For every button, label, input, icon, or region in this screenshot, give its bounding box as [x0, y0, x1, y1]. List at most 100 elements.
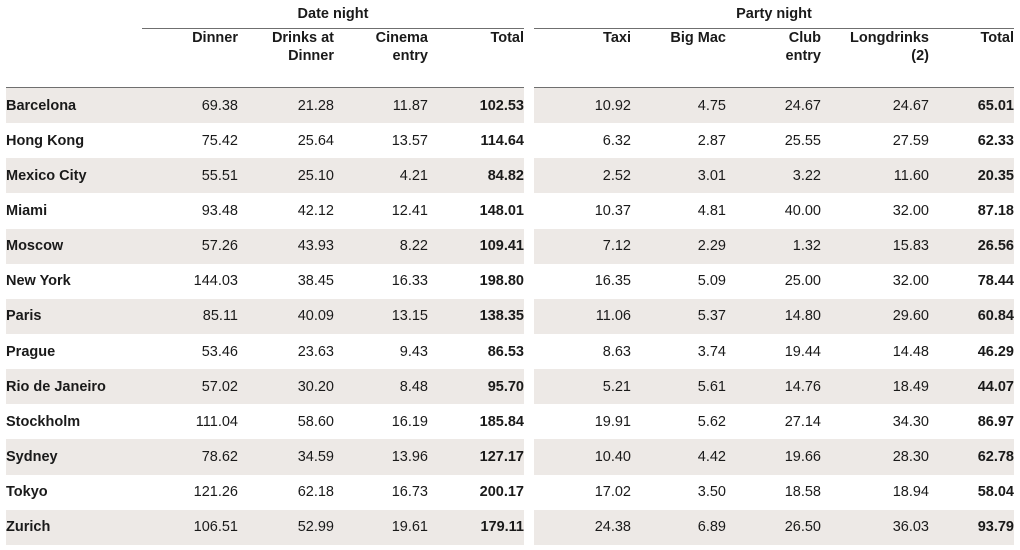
date-value-cell: 38.45 [238, 263, 334, 299]
date-total-cell: 95.70 [428, 369, 524, 405]
row-gap [524, 87, 534, 124]
party-value-cell: 27.59 [821, 123, 929, 159]
group-spacer [6, 0, 142, 29]
party-value-cell: 32.00 [821, 263, 929, 299]
party-total-cell: 60.84 [929, 298, 1014, 334]
date-value-cell: 25.64 [238, 123, 334, 159]
city-cell: Prague [6, 333, 142, 370]
header-line: Total [980, 30, 1014, 46]
party-value-cell: 40.00 [726, 193, 821, 229]
group-date-night: Date night [142, 0, 524, 29]
table-row: Moscow 57.26 43.93 8.22 109.41 7.12 2.29 1.32 15… [6, 228, 1014, 264]
party-value-cell: 19.44 [726, 333, 821, 370]
party-value-cell: 11.06 [534, 298, 631, 334]
row-gap [524, 509, 534, 545]
party-total-cell: 26.56 [929, 228, 1014, 264]
party-value-cell: 29.60 [821, 298, 929, 334]
party-total-cell: 20.35 [929, 158, 1014, 194]
table-row: Tokyo 121.26 62.18 16.73 200.17 17.02 3.50 18.5… [6, 474, 1014, 510]
date-total-cell: 138.35 [428, 298, 524, 334]
party-total-cell: 78.44 [929, 263, 1014, 299]
date-value-cell: 52.99 [238, 509, 334, 545]
party-value-cell: 18.49 [821, 369, 929, 405]
date-value-cell: 58.60 [238, 404, 334, 440]
date-value-cell: 13.96 [334, 439, 428, 475]
party-value-cell: 5.62 [631, 404, 726, 440]
party-value-cell: 6.32 [534, 123, 631, 159]
party-value-cell: 17.02 [534, 474, 631, 510]
date-value-cell: 16.19 [334, 404, 428, 440]
date-total-cell: 185.84 [428, 404, 524, 440]
header-gap [524, 28, 534, 88]
party-value-cell: 10.40 [534, 439, 631, 475]
header-line: Taxi [603, 30, 631, 46]
party-value-cell: 5.37 [631, 298, 726, 334]
date-value-cell: 40.09 [238, 298, 334, 334]
group-header-row: Date night Party night [6, 0, 1014, 29]
date-value-cell: 13.15 [334, 298, 428, 334]
city-cell: Moscow [6, 228, 142, 264]
party-value-cell: 3.74 [631, 333, 726, 370]
party-total-cell: 62.33 [929, 123, 1014, 159]
party-value-cell: 7.12 [534, 228, 631, 264]
date-value-cell: 9.43 [334, 333, 428, 370]
party-value-cell: 24.67 [821, 87, 929, 124]
date-value-cell: 55.51 [142, 158, 238, 194]
row-gap [524, 298, 534, 334]
date-total-cell: 127.17 [428, 439, 524, 475]
header-line: entry [392, 48, 428, 64]
city-cell: Miami [6, 193, 142, 229]
party-value-cell: 3.01 [631, 158, 726, 194]
table-row: Sydney 78.62 34.59 13.96 127.17 10.40 4.42 19.6… [6, 439, 1014, 475]
party-value-cell: 18.94 [821, 474, 929, 510]
header-line: Cinema [375, 30, 428, 46]
date-value-cell: 69.38 [142, 87, 238, 124]
city-cell: Mexico City [6, 158, 142, 194]
date-value-cell: 11.87 [334, 87, 428, 124]
party-value-cell: 2.52 [534, 158, 631, 194]
row-gap [524, 193, 534, 229]
column-header-row: Dinner Drinks at Dinner Cinema entry Total Tax… [6, 28, 1014, 88]
date-value-cell: 34.59 [238, 439, 334, 475]
party-value-cell: 25.00 [726, 263, 821, 299]
column-header-party-0: Taxi [534, 28, 631, 88]
row-gap [524, 333, 534, 370]
row-gap [524, 404, 534, 440]
column-header-party-3: Longdrinks (2) [821, 28, 929, 88]
table-row: Paris 85.11 40.09 13.15 138.35 11.06 5.37 14.80… [6, 298, 1014, 334]
party-value-cell: 18.58 [726, 474, 821, 510]
date-value-cell: 85.11 [142, 298, 238, 334]
party-value-cell: 27.14 [726, 404, 821, 440]
party-total-cell: 65.01 [929, 87, 1014, 124]
header-line: Drinks at [271, 30, 334, 46]
party-value-cell: 5.61 [631, 369, 726, 405]
row-gap [524, 158, 534, 194]
party-total-cell: 58.04 [929, 474, 1014, 510]
table-row: New York 144.03 38.45 16.33 198.80 16.35 5.09 2… [6, 263, 1014, 299]
cost-table: Date night Party night Dinner Drinks at Di… [6, 0, 1014, 545]
column-header-party-2: Club entry [726, 28, 821, 88]
date-value-cell: 57.02 [142, 369, 238, 405]
party-value-cell: 34.30 [821, 404, 929, 440]
party-value-cell: 24.38 [534, 509, 631, 545]
header-line: Total [490, 30, 524, 46]
date-value-cell: 30.20 [238, 369, 334, 405]
party-value-cell: 10.37 [534, 193, 631, 229]
party-total-cell: 62.78 [929, 439, 1014, 475]
city-cell: New York [6, 263, 142, 299]
party-value-cell: 1.32 [726, 228, 821, 264]
party-value-cell: 4.42 [631, 439, 726, 475]
city-header [6, 28, 142, 88]
date-value-cell: 57.26 [142, 228, 238, 264]
column-header-party-4: Total [929, 28, 1014, 88]
party-value-cell: 16.35 [534, 263, 631, 299]
party-value-cell: 4.81 [631, 193, 726, 229]
party-total-cell: 44.07 [929, 369, 1014, 405]
city-cell: Rio de Janeiro [6, 369, 142, 405]
row-gap [524, 439, 534, 475]
party-value-cell: 14.80 [726, 298, 821, 334]
party-value-cell: 2.87 [631, 123, 726, 159]
party-value-cell: 24.67 [726, 87, 821, 124]
date-total-cell: 86.53 [428, 333, 524, 370]
party-value-cell: 19.91 [534, 404, 631, 440]
